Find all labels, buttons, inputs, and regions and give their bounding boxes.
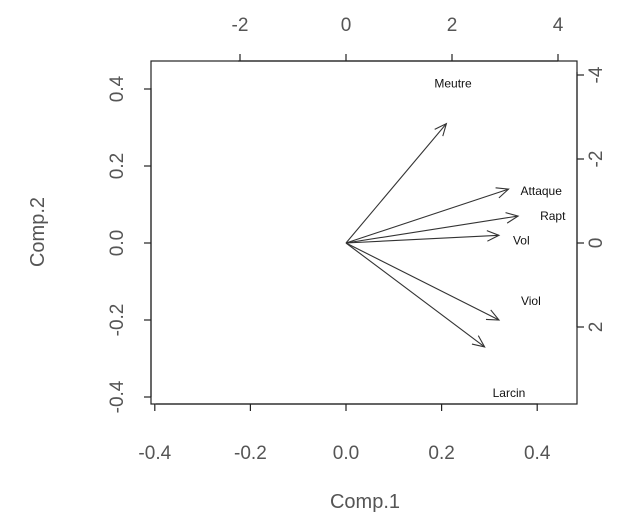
- x-axis-ticks: -0.4 -0.2 0.0 0.2 0.4: [138, 404, 551, 464]
- variable-label: Attaque: [521, 184, 563, 198]
- arrow-head: [471, 335, 486, 348]
- arrow-shaft: [345, 215, 519, 244]
- top-axis-ticks: -2 0 2 4: [232, 15, 564, 61]
- x-tick-label: 0.0: [333, 443, 359, 464]
- x-tick-label: 0.2: [428, 443, 454, 464]
- arrow-head: [485, 309, 501, 321]
- x-tick-label: -0.2: [234, 443, 267, 464]
- y-axis-title: Comp.2: [27, 197, 49, 267]
- right-axis-ticks: -4 -2 0 2: [577, 66, 607, 332]
- top-tick-label: 0: [341, 15, 352, 36]
- arrow-head: [434, 122, 448, 137]
- top-tick-label: -2: [232, 15, 249, 36]
- arrow-shaft: [345, 234, 499, 244]
- arrow-shaft: [345, 242, 500, 321]
- right-tick-label: 0: [586, 238, 607, 249]
- arrow-head: [495, 187, 510, 199]
- arrow-head: [486, 230, 501, 242]
- y-tick-label: -0.2: [107, 304, 128, 337]
- y-tick-label: 0.0: [107, 230, 128, 256]
- y-tick-label: -0.4: [107, 380, 128, 413]
- x-axis-title: Comp.1: [330, 491, 400, 513]
- y-tick-label: 0.2: [107, 153, 128, 179]
- variable-label: Vol: [513, 233, 530, 247]
- variable-labels: Meutre Attaque Rapt Vol Viol Larcin: [434, 77, 566, 400]
- right-tick-label: 2: [586, 322, 607, 333]
- loading-arrows: [345, 122, 520, 348]
- variable-label: Rapt: [540, 209, 566, 223]
- arrow-shaft: [345, 123, 447, 244]
- arrow-shaft: [345, 188, 509, 244]
- x-tick-label: 0.4: [524, 443, 551, 464]
- variable-label: Meutre: [434, 77, 472, 91]
- arrow-head: [505, 212, 520, 224]
- right-tick-label: -2: [586, 151, 607, 168]
- y-tick-label: 0.4: [107, 75, 128, 102]
- variable-label: Larcin: [493, 386, 526, 400]
- variable-label: Viol: [521, 294, 541, 308]
- right-tick-label: -4: [586, 66, 607, 83]
- x-tick-label: -0.4: [138, 443, 171, 464]
- y-axis-ticks: -0.4 -0.2 0.0 0.2 0.4: [107, 75, 151, 413]
- top-tick-label: 2: [447, 15, 458, 36]
- arrow-shaft: [345, 242, 485, 348]
- top-tick-label: 4: [553, 15, 564, 36]
